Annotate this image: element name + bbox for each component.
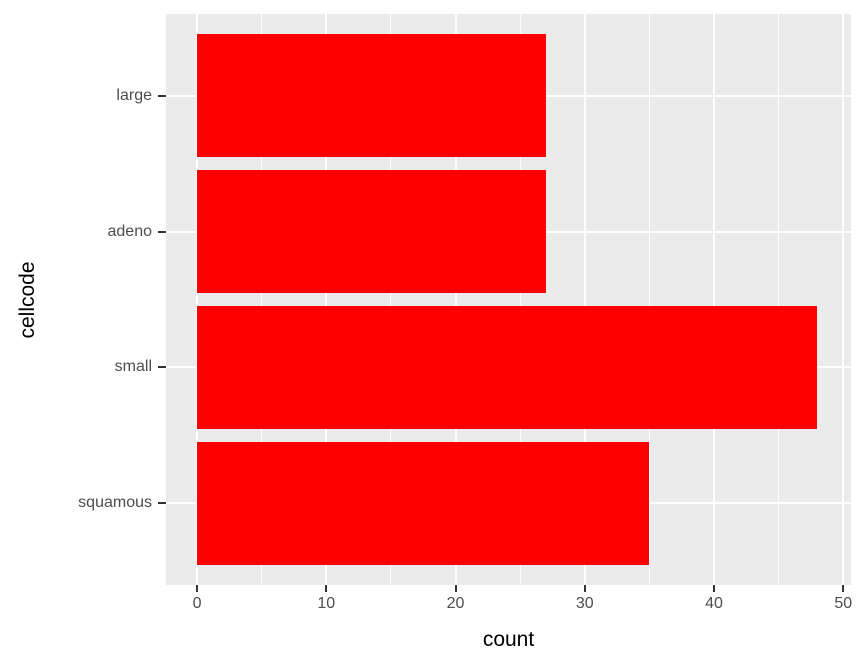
gridline-minor-vertical (778, 14, 780, 585)
x-tick-mark (842, 585, 845, 592)
bar-small (197, 306, 818, 429)
x-tick-mark (454, 585, 457, 592)
x-tick-label: 40 (705, 595, 723, 612)
y-tick-mark (158, 366, 166, 369)
gridline-minor-vertical (519, 14, 521, 585)
gridline-major-vertical (713, 14, 715, 585)
bar-adeno (197, 170, 546, 293)
gridline-major-vertical (325, 14, 328, 585)
y-tick-label: small (114, 358, 152, 376)
x-axis-title: count (482, 628, 535, 651)
x-tick-label: 10 (317, 595, 336, 612)
gridline-minor-vertical (648, 14, 650, 585)
x-tick-label: 30 (575, 595, 594, 612)
gridline-major-vertical (842, 14, 845, 585)
gridline-minor-vertical (261, 14, 263, 585)
x-tick-mark (325, 585, 328, 592)
gridline-major-vertical (454, 14, 457, 585)
y-tick-mark (158, 94, 166, 97)
plot-panel (166, 14, 851, 585)
gridline-major-vertical (583, 14, 586, 585)
gridline-major-vertical (196, 14, 199, 585)
x-tick-label: 20 (446, 595, 465, 612)
y-tick-mark (158, 502, 166, 505)
x-tick-mark (713, 585, 715, 592)
bar-large (197, 34, 546, 157)
y-tick-label: squamous (78, 494, 152, 512)
y-tick-label: adeno (107, 222, 153, 240)
y-axis-title-text: cellcode (16, 261, 39, 339)
gridline-minor-vertical (390, 14, 392, 585)
x-tick-mark (196, 585, 199, 592)
x-tick-label: 0 (192, 595, 202, 612)
y-tick-label: large (116, 86, 152, 104)
y-tick-mark (158, 230, 166, 233)
x-tick-mark (583, 585, 586, 592)
bar-squamous (197, 442, 650, 565)
x-tick-label: 50 (834, 595, 853, 612)
